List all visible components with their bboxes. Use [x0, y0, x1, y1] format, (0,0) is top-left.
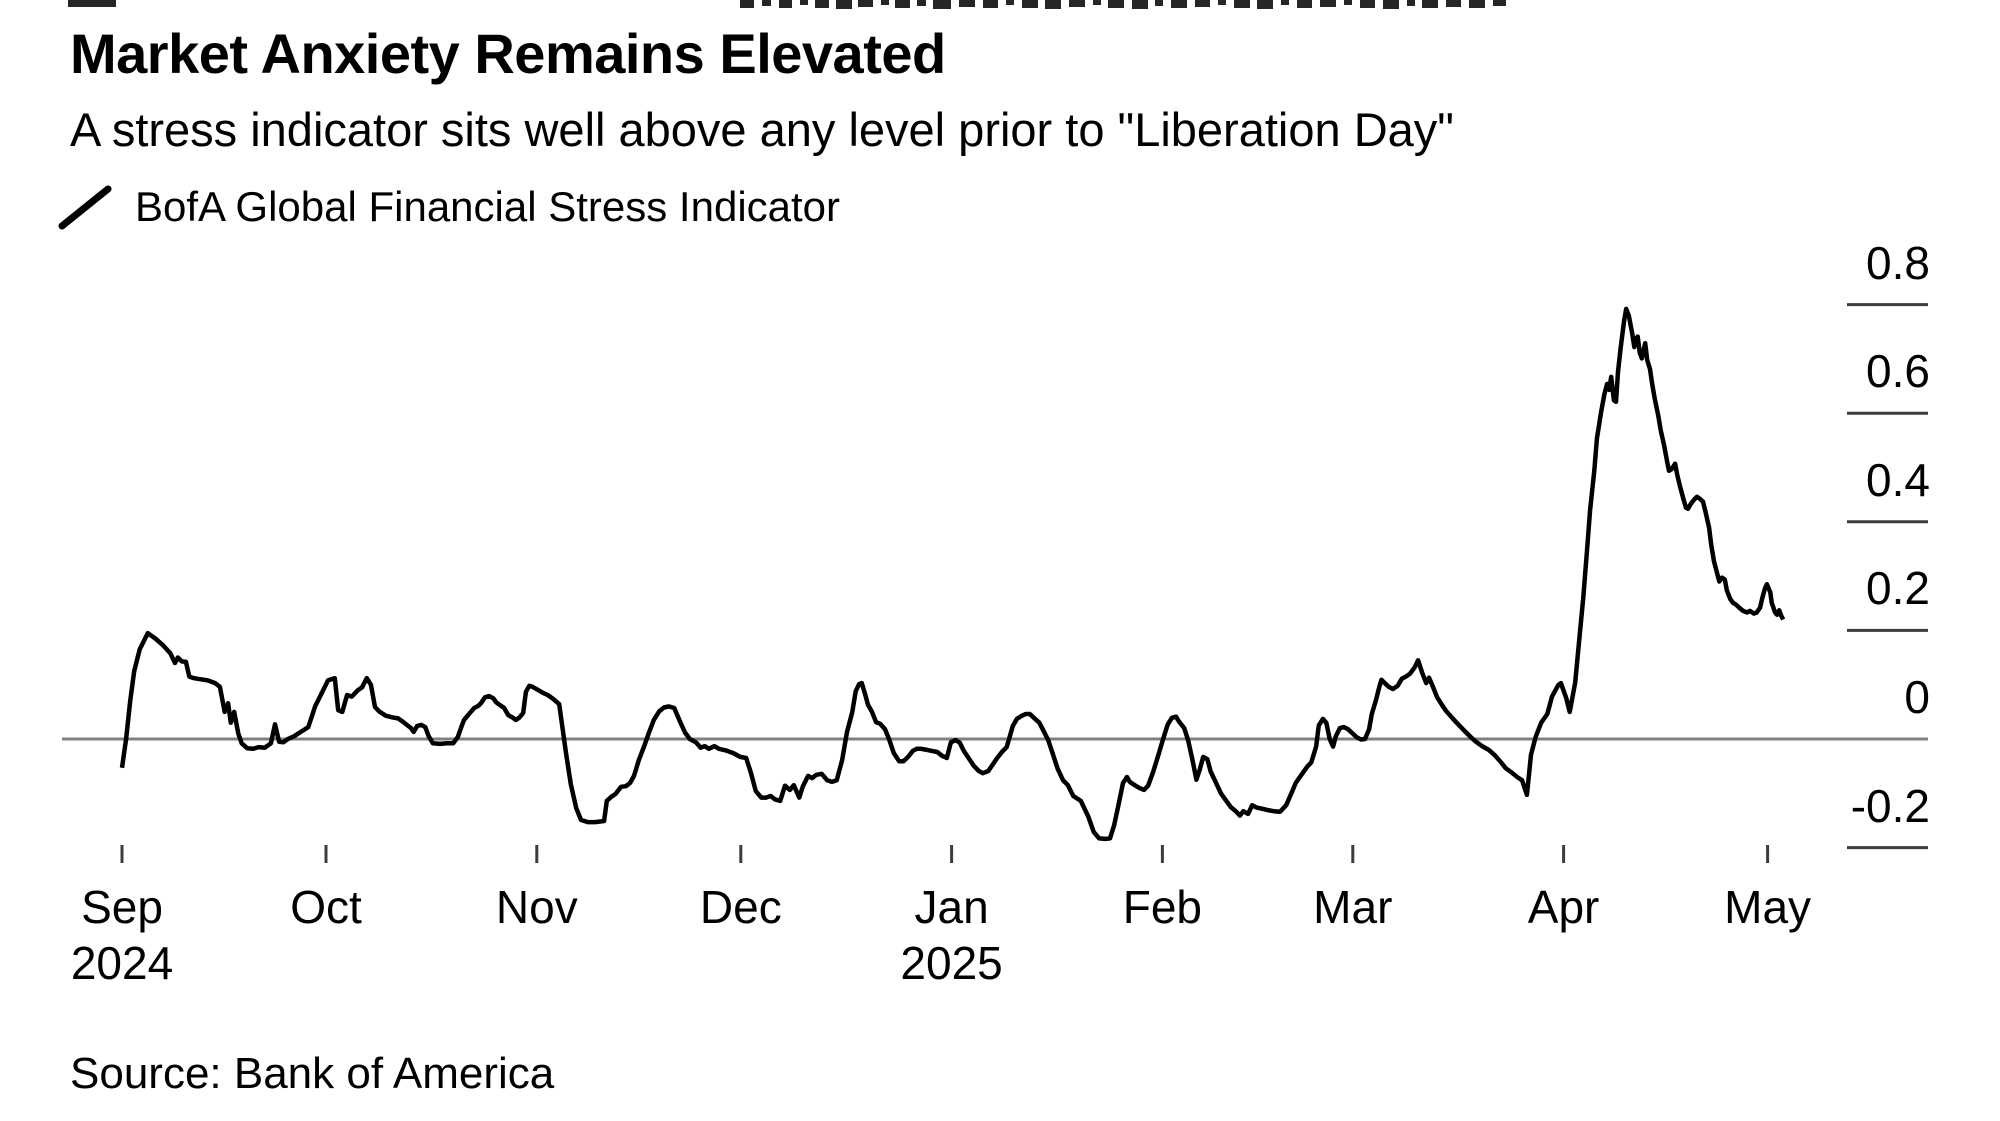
- cropped-text-fragment: [881, 0, 889, 5]
- cropped-text-fragment: [1006, 0, 1014, 5]
- x-axis-month-label: Jan: [914, 881, 989, 933]
- chart-title: Market Anxiety Remains Elevated: [70, 22, 946, 85]
- cropped-text-fragment: [1344, 0, 1352, 5]
- x-axis-year-label: 2024: [70, 937, 174, 989]
- cropped-text-fragment: [1132, 0, 1148, 9]
- cropped-text-fragment: [1195, 0, 1210, 7]
- y-axis-label: 0.6: [1866, 345, 1930, 398]
- cropped-text-fragment: [1171, 0, 1187, 8]
- x-axis-month-label: Dec: [699, 881, 782, 933]
- x-axis-month-label: Nov: [495, 881, 578, 933]
- chart-subtitle: A stress indicator sits well above any l…: [70, 103, 1454, 156]
- cropped-text-fragment: [1407, 0, 1415, 6]
- x-axis-month-label: Oct: [290, 881, 362, 933]
- cropped-text-fragment: [68, 0, 116, 7]
- cropped-text-fragment: [1108, 0, 1124, 8]
- cropped-text-fragment: [983, 0, 998, 8]
- cropped-text-fragment: [1320, 0, 1336, 7]
- cropped-text-fragment: [1155, 0, 1163, 6]
- y-axis-label: 0.8: [1866, 236, 1930, 289]
- cropped-text-fragment: [815, 0, 829, 8]
- cropped-text-fragment: [1234, 0, 1250, 8]
- cropped-text-fragment: [1218, 0, 1226, 5]
- x-axis-month-label: Mar: [1313, 881, 1393, 933]
- cropped-text-fragment: [1360, 0, 1375, 8]
- cropped-text-fragment: [1069, 0, 1085, 7]
- cropped-text-fragment: [1022, 0, 1038, 8]
- source-note: Source: Bank of America: [70, 1049, 555, 1098]
- y-axis-label: -0.2: [1850, 779, 1930, 832]
- cropped-text-fragment: [895, 0, 910, 8]
- x-axis-month-label: Apr: [1527, 881, 1600, 933]
- cropped-text-fragment: [933, 0, 951, 9]
- cropped-text-fragment: [1469, 0, 1485, 8]
- cropped-text-fragment: [1446, 0, 1461, 7]
- legend-label: BofA Global Financial Stress Indicator: [135, 183, 841, 230]
- cropped-text-fragment: [836, 0, 852, 9]
- cropped-text-fragment: [740, 0, 754, 8]
- stress-indicator-line: [119, 306, 1786, 842]
- cropped-text-fragment: [1383, 0, 1399, 9]
- y-axis-label: 0.4: [1866, 453, 1930, 506]
- cropped-text-fragment: [1093, 0, 1101, 5]
- cropped-text-fragment: [1045, 0, 1061, 9]
- cropped-text-fragment: [959, 0, 975, 7]
- legend: BofA Global Financial Stress Indicator: [57, 184, 840, 230]
- cropped-text-fragment: [858, 0, 873, 7]
- cropped-text-fragment: [1281, 0, 1289, 5]
- y-axis-label: 0: [1904, 671, 1930, 723]
- legend-line-marker-icon: [58, 185, 112, 230]
- cropped-text-fragment: [1257, 0, 1273, 9]
- cropped-text-fragment: [917, 0, 926, 6]
- cropped-text-fragment: [1297, 0, 1312, 8]
- cropped-text-fragment: [1422, 0, 1438, 8]
- cropped-text-fragment: [762, 0, 771, 6]
- cropped-text-fragment: [779, 0, 792, 8]
- cropped-text-fragment: [800, 0, 808, 5]
- x-axis-month-label: May: [1724, 881, 1812, 933]
- y-axis-label: 0.2: [1866, 562, 1930, 615]
- x-axis-month-label: Sep: [81, 881, 163, 933]
- x-axis-month-label: Feb: [1122, 881, 1203, 933]
- cropped-text-fragment: [1493, 0, 1506, 6]
- x-axis-year-label: 2025: [900, 937, 1003, 989]
